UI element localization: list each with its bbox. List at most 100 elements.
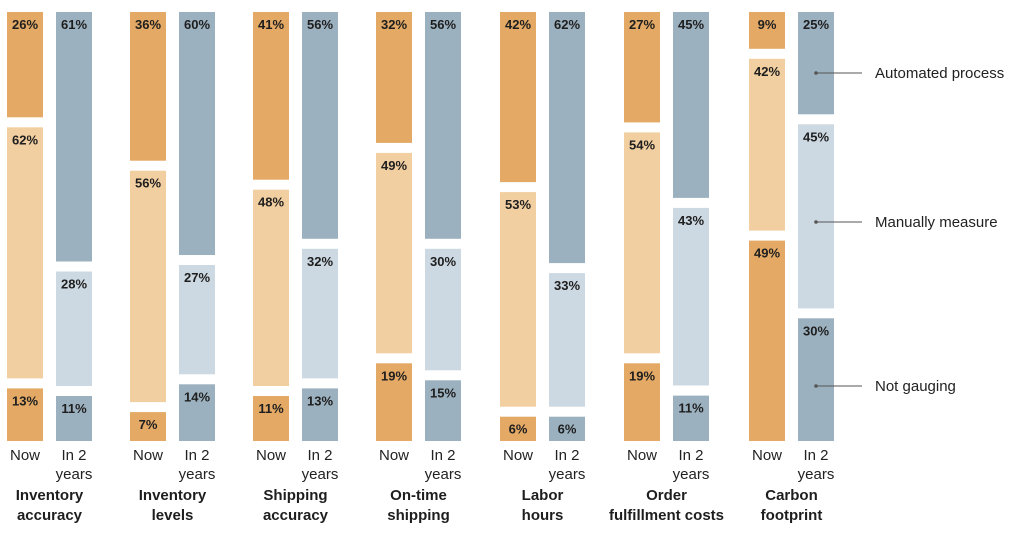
segment-value-label: 6% bbox=[558, 422, 577, 437]
segment-value-label: 7% bbox=[139, 417, 158, 432]
legend-label: Automated process bbox=[875, 65, 1004, 82]
bar-segment-in_2_years-automated bbox=[673, 12, 709, 198]
group-label: Shipping bbox=[263, 487, 327, 504]
group-label: accuracy bbox=[263, 507, 329, 524]
segment-value-label: 27% bbox=[184, 270, 210, 285]
bar-segment-now-not_gauging bbox=[500, 416, 536, 441]
segment-value-label: 42% bbox=[754, 64, 780, 79]
segment-value-label: 49% bbox=[754, 246, 780, 261]
group-label: levels bbox=[152, 507, 194, 524]
group-label: Order bbox=[646, 487, 687, 504]
segment-value-label: 11% bbox=[258, 401, 284, 416]
segment-value-label: 56% bbox=[430, 17, 456, 32]
segment-value-label: 45% bbox=[803, 129, 829, 144]
bar-segment-now-not_gauging bbox=[624, 363, 660, 441]
bar-segment-now-manual bbox=[376, 152, 412, 354]
segment-value-label: 32% bbox=[381, 17, 407, 32]
segment-value-label: 11% bbox=[61, 401, 87, 416]
segment-value-label: 25% bbox=[803, 17, 829, 32]
segment-value-label: 56% bbox=[135, 176, 161, 191]
bar-segment-now-automated bbox=[500, 12, 536, 183]
segment-value-label: 41% bbox=[258, 17, 284, 32]
bar-label-in-2-years: years bbox=[56, 466, 93, 483]
segment-value-label: 56% bbox=[307, 17, 333, 32]
segment-value-label: 60% bbox=[184, 17, 210, 32]
bar-segment-in_2_years-manual bbox=[179, 265, 215, 375]
segment-value-label: 9% bbox=[758, 17, 777, 32]
segment-value-label: 30% bbox=[803, 323, 829, 338]
segment-value-label: 48% bbox=[258, 195, 284, 210]
bar-label-in-2-years: In 2 bbox=[307, 447, 332, 464]
bar-label-in-2-years: In 2 bbox=[184, 447, 209, 464]
segment-value-label: 36% bbox=[135, 17, 161, 32]
segment-value-label: 19% bbox=[629, 368, 655, 383]
bar-label-in-2-years: years bbox=[425, 466, 462, 483]
bar-label-in-2-years: In 2 bbox=[803, 447, 828, 464]
segment-value-label: 26% bbox=[12, 17, 38, 32]
bar-segment-in_2_years-not_gauging bbox=[56, 396, 92, 441]
segment-value-label: 6% bbox=[509, 422, 528, 437]
bar-label-now: Now bbox=[256, 447, 286, 464]
legend-label: Not gauging bbox=[875, 378, 956, 395]
bar-segment-now-automated bbox=[7, 12, 43, 118]
bar-segment-in_2_years-manual bbox=[425, 248, 461, 371]
bar-segment-in_2_years-automated bbox=[425, 12, 461, 239]
bar-segment-now-not_gauging bbox=[7, 388, 43, 441]
bar-segment-now-not_gauging bbox=[130, 412, 166, 441]
bar-segment-now-manual bbox=[130, 170, 166, 403]
segment-value-label: 27% bbox=[629, 17, 655, 32]
segment-value-label: 19% bbox=[381, 368, 407, 383]
bar-label-now: Now bbox=[627, 447, 657, 464]
bar-segment-in_2_years-manual bbox=[302, 248, 338, 379]
bar-segment-now-manual bbox=[624, 132, 660, 354]
bar-segment-in_2_years-not_gauging bbox=[302, 388, 338, 441]
segment-value-label: 45% bbox=[678, 17, 704, 32]
bar-segment-now-automated bbox=[130, 12, 166, 161]
bar-label-in-2-years: years bbox=[673, 466, 710, 483]
segment-value-label: 32% bbox=[307, 254, 333, 269]
bar-label-now: Now bbox=[503, 447, 533, 464]
bar-segment-now-manual bbox=[749, 58, 785, 231]
bar-segment-now-not_gauging bbox=[253, 396, 289, 441]
bar-segment-in_2_years-automated bbox=[179, 12, 215, 255]
bar-segment-now-manual bbox=[253, 189, 289, 386]
bar-label-in-2-years: In 2 bbox=[61, 447, 86, 464]
segment-value-label: 33% bbox=[554, 278, 580, 293]
segment-value-label: 53% bbox=[505, 197, 531, 212]
segment-value-label: 62% bbox=[12, 132, 38, 147]
bar-segment-in_2_years-not_gauging bbox=[425, 380, 461, 441]
bar-segment-now-automated bbox=[376, 12, 412, 143]
bar-label-in-2-years: In 2 bbox=[678, 447, 703, 464]
bar-label-now: Now bbox=[752, 447, 782, 464]
group-label: Inventory bbox=[16, 487, 84, 504]
legend-leader-dot bbox=[814, 384, 818, 388]
legend-leader-dot bbox=[814, 220, 818, 224]
segment-value-label: 62% bbox=[554, 17, 580, 32]
segment-value-label: 13% bbox=[12, 393, 38, 408]
bar-label-in-2-years: years bbox=[179, 466, 216, 483]
group-label: fulfillment costs bbox=[609, 507, 724, 524]
bar-segment-in_2_years-manual bbox=[798, 124, 834, 309]
group-label: footprint bbox=[761, 507, 823, 524]
group-label: Inventory bbox=[139, 487, 207, 504]
segment-value-label: 13% bbox=[307, 393, 333, 408]
segment-value-label: 30% bbox=[430, 254, 456, 269]
group-label: On-time bbox=[390, 487, 447, 504]
group-label: Labor bbox=[522, 487, 564, 504]
bar-segment-now-not_gauging bbox=[749, 240, 785, 441]
segment-value-label: 42% bbox=[505, 17, 531, 32]
bar-segment-in_2_years-not_gauging bbox=[549, 416, 585, 441]
group-label: accuracy bbox=[17, 507, 83, 524]
bar-segment-in_2_years-manual bbox=[549, 273, 585, 407]
bar-segment-in_2_years-automated bbox=[56, 12, 92, 262]
segment-value-label: 61% bbox=[61, 17, 87, 32]
bar-label-now: Now bbox=[379, 447, 409, 464]
bar-segment-now-manual bbox=[7, 127, 43, 379]
bar-segment-now-automated bbox=[624, 12, 660, 123]
legend-label: Manually measure bbox=[875, 214, 998, 231]
bar-label-in-2-years: years bbox=[302, 466, 339, 483]
bar-segment-now-not_gauging bbox=[376, 363, 412, 441]
segment-value-label: 14% bbox=[184, 389, 210, 404]
bar-segment-in_2_years-not_gauging bbox=[798, 318, 834, 441]
